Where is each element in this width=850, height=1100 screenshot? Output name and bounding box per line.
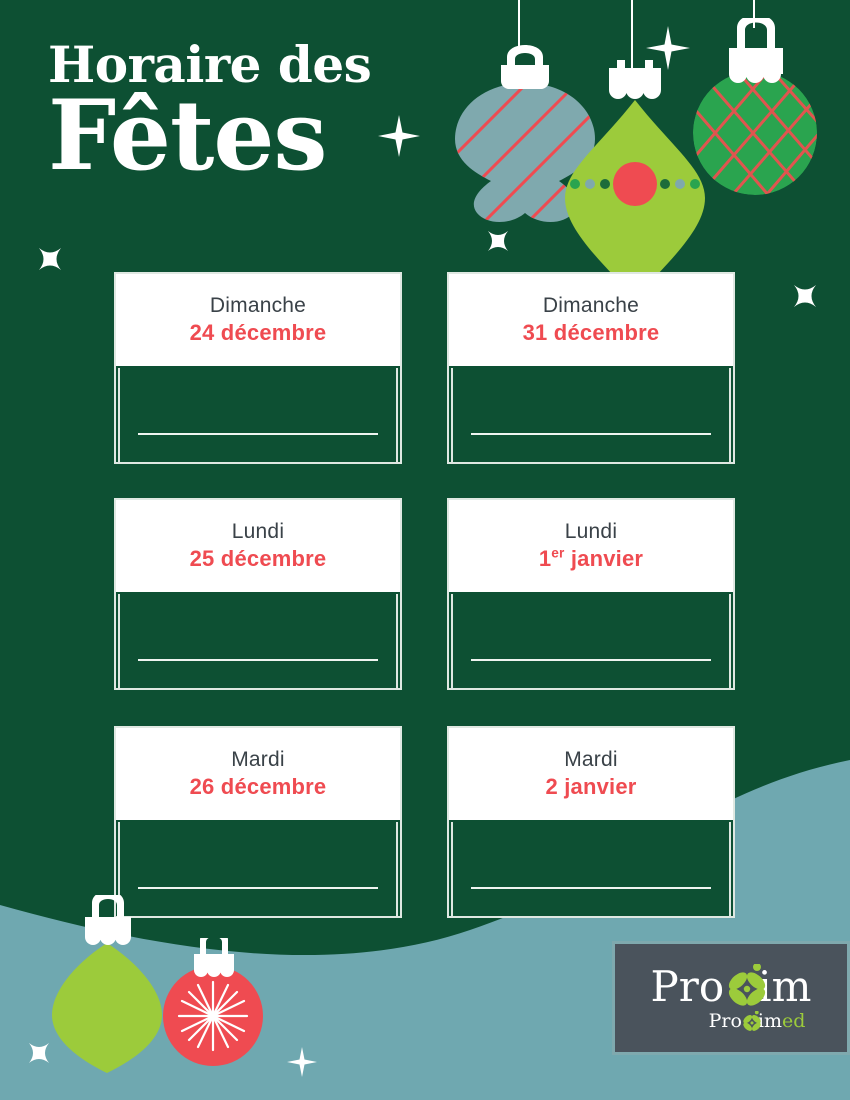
x-mark-icon [488,231,508,251]
title-line-1: Horaire des [48,35,372,94]
card-date-label: 26 décembre [190,774,327,800]
card-header: Mardi 2 janvier [449,728,733,820]
schedule-card[interactable]: Dimanche 31 décembre [447,272,735,464]
schedule-card[interactable]: Lundi 1er janvier [447,498,735,690]
logo-sub-part1: Pro [708,1009,742,1032]
proxim-logo[interactable]: Pro im Pro imed [612,941,850,1055]
card-write-line [138,433,378,435]
card-date-text: 25 décembre [189,545,327,571]
logo-sub-ed: ed [781,1009,806,1032]
logo-brand-name: Pro im [651,963,811,1008]
card-write-line [471,433,711,435]
card-write-line [138,659,378,661]
card-header: Mardi 26 décembre [116,728,400,820]
red-snowflake-ball-ornament [163,938,263,1066]
card-date-text: 31 décembre [522,319,660,345]
schedule-card[interactable]: Mardi 2 janvier [447,726,735,918]
x-mark-icon [794,285,816,307]
card-day-label: Mardi [231,747,285,771]
logo-brand-part1: Pro [650,961,725,1011]
card-day-label: Dimanche [542,293,640,317]
card-date-label: 24 décembre [190,320,327,346]
card-date-text: janvier [564,545,644,571]
card-header: Dimanche 31 décembre [449,274,733,366]
card-header: Lundi 1er janvier [449,500,733,592]
sparkle-star-icon [287,1047,317,1077]
card-date-label: 2 janvier [545,774,636,800]
lime-teardrop-ornament [52,895,162,1073]
card-day-label: Mardi [564,747,618,771]
logo-sub-part2: im [757,1009,782,1032]
card-hours-area[interactable] [451,594,731,690]
card-day-label: Lundi [231,519,285,543]
card-date-suffix: er [551,545,565,561]
schedule-card[interactable]: Mardi 26 décembre [114,726,402,918]
card-date-label: 25 décembre [190,546,327,572]
card-header: Lundi 25 décembre [116,500,400,592]
card-write-line [471,887,711,889]
title-line-2: Fêtes [48,79,327,192]
card-date-text: 26 décembre [189,773,327,799]
card-date-label: 1er janvier [539,546,643,572]
card-day-label: Lundi [564,519,618,543]
card-hours-area[interactable] [118,822,398,918]
card-write-line [471,659,711,661]
x-mark-icon [39,248,61,270]
schedule-card[interactable]: Lundi 25 décembre [114,498,402,690]
card-date-prefix: 1 [538,545,552,571]
striped-teardrop-ornament [455,45,595,222]
card-write-line [138,887,378,889]
page-title: Horaire des Fêtes [48,35,372,192]
card-hours-area[interactable] [118,594,398,690]
sparkle-star-icon [646,26,690,70]
card-hours-area[interactable] [451,368,731,464]
card-header: Dimanche 24 décembre [116,274,400,366]
card-day-label: Dimanche [209,293,307,317]
schedule-card[interactable]: Dimanche 24 décembre [114,272,402,464]
lattice-ball-ornament [693,18,817,195]
sparkle-star-icon [378,115,420,157]
card-hours-area[interactable] [118,368,398,464]
card-hours-area[interactable] [451,822,731,918]
lime-diamond-ornament [565,60,705,298]
card-date-text: 2 janvier [545,773,637,799]
card-date-text: 24 décembre [189,319,327,345]
x-mark-icon [29,1043,49,1063]
card-date-label: 31 décembre [523,320,660,346]
logo-brand-part2: im [758,961,812,1011]
logo-sub-name: Pro imed [708,1009,806,1032]
